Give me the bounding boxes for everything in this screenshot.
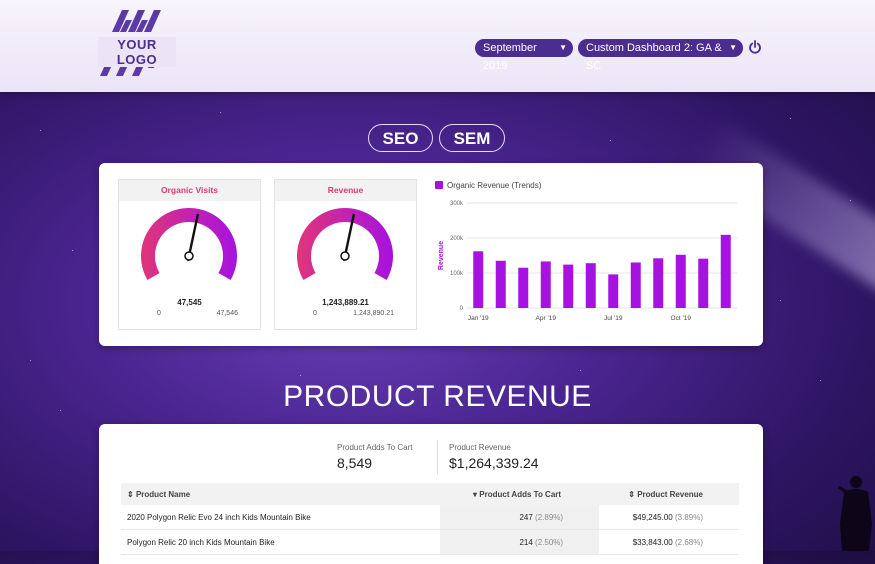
gauge-value: 1,243,889.21 (322, 298, 369, 307)
table-header-row: ⇕ Product Name ▾ Product Adds To Cart ⇕ … (121, 483, 739, 505)
top-header: YOUR LOGO September 2019 ▼ Custom Dashbo… (0, 0, 875, 92)
cell-percent: (3.89%) (674, 512, 703, 522)
column-header-product-name[interactable]: ⇕ Product Name (121, 483, 440, 505)
sort-icon: ⇕ (127, 489, 134, 499)
revenue-cell: $49,245.00 (3.89%) (599, 505, 739, 530)
organic-revenue-chart: 0 100k 200k 300k Revenue Jan '19 Apr '19 Jul '1… (438, 201, 737, 322)
kpi-label: Product Adds To Cart (337, 443, 413, 452)
revenue-gauge: Revenue 1,243,889.21 0 1,243,890.21 (274, 179, 417, 330)
gauge-max-label: 47,546 (216, 310, 238, 317)
kpi-value: $1,264,339.24 (449, 455, 539, 471)
power-icon[interactable] (748, 40, 762, 54)
sort-desc-icon: ▾ (473, 489, 478, 499)
gauge-arc (141, 208, 237, 280)
column-header-adds-to-cart[interactable]: ▾ Product Adds To Cart (440, 483, 600, 505)
product-revenue-card: Product Adds To Cart 8,549 Product Reven… (99, 424, 763, 564)
bar[interactable] (473, 251, 484, 308)
tab-sem[interactable]: SEM (439, 124, 505, 152)
seo-metrics-card: Organic Visits 47,545 0 47,546 Revenue 1… (99, 163, 763, 346)
date-range-label: September 2019 (483, 42, 537, 72)
y-tick-label: 100k (450, 271, 464, 277)
gauge-hub (184, 251, 194, 261)
chevron-down-icon: ▼ (559, 43, 567, 52)
column-label: Product Adds To Cart (479, 489, 562, 499)
organic-visits-gauge: Organic Visits 47,545 0 47,546 (118, 179, 261, 330)
column-header-product-revenue[interactable]: ⇕ Product Revenue (599, 483, 739, 505)
gauge-min-label: 0 (313, 310, 317, 317)
bar[interactable] (653, 258, 664, 308)
cell-value: 247 (519, 512, 533, 522)
column-label: Product Revenue (637, 489, 703, 499)
gauge-arc (297, 208, 393, 280)
cell-value: $49,245.00 (632, 512, 673, 522)
section-title: PRODUCT REVENUE (283, 380, 592, 413)
cell-value: $33,843.00 (632, 537, 673, 547)
bar[interactable] (630, 262, 641, 309)
gauge-value: 47,545 (177, 298, 202, 307)
tab-seo[interactable]: SEO (368, 124, 433, 152)
x-tick-label: Apr '19 (536, 315, 557, 322)
y-axis-label: Revenue (438, 241, 445, 270)
x-tick-label: Oct '19 (671, 315, 692, 322)
bar[interactable] (518, 267, 529, 308)
gauge-title: Organic Visits (119, 180, 260, 201)
table-row[interactable]: 2020 Polygon Relic Evo 24 inch Kids Moun… (121, 505, 739, 530)
chevron-down-icon: ▼ (729, 43, 737, 52)
bar[interactable] (720, 234, 731, 308)
gauge-dial (141, 208, 237, 280)
cell-percent: (2.50%) (535, 537, 564, 547)
date-range-dropdown[interactable]: September 2019 ▼ (475, 39, 573, 72)
bar[interactable] (495, 260, 506, 308)
bar[interactable] (698, 258, 709, 308)
bar[interactable] (608, 274, 619, 308)
kpi-divider (437, 440, 438, 474)
person-silhouette (838, 476, 872, 551)
logo-text: YOUR LOGO (98, 37, 176, 67)
gauge-title: Revenue (275, 180, 416, 201)
gauge-min-label: 0 (157, 310, 161, 317)
dashboard-label: Custom Dashboard 2: GA & SC (586, 42, 722, 72)
legend-swatch (435, 181, 443, 189)
logo[interactable]: YOUR LOGO (98, 10, 176, 80)
kpi-label: Product Revenue (449, 443, 511, 452)
bar[interactable] (540, 261, 551, 308)
dashboard-dropdown[interactable]: Custom Dashboard 2: GA & SC ▼ (578, 39, 743, 72)
cell-percent: (2.68%) (674, 537, 703, 547)
product-table: ⇕ Product Name ▾ Product Adds To Cart ⇕ … (121, 483, 739, 555)
cell-value: 214 (519, 537, 533, 547)
chart-legend: Organic Revenue (Trends) (435, 181, 541, 190)
gauge-hub (340, 251, 350, 261)
y-tick-label: 300k (450, 201, 464, 207)
bar[interactable] (585, 263, 596, 308)
y-tick-label: 200k (450, 236, 464, 242)
bar[interactable] (563, 264, 574, 308)
gauge-dial (297, 208, 393, 280)
x-tick-label: Jan '19 (468, 315, 489, 322)
gauge-max-label: 1,243,890.21 (353, 310, 394, 317)
cell-percent: (2.89%) (535, 512, 564, 522)
legend-label: Organic Revenue (Trends) (447, 181, 542, 190)
adds-to-cart-cell: 247 (2.89%) (440, 505, 600, 530)
bar[interactable] (675, 254, 686, 308)
y-tick-label: 0 (460, 306, 464, 312)
column-label: Product Name (135, 489, 191, 499)
kpi-value: 8,549 (337, 455, 373, 471)
sort-icon: ⇕ (628, 489, 635, 499)
x-tick-label: Jul '19 (604, 315, 623, 322)
product-name-cell: 2020 Polygon Relic Evo 24 inch Kids Moun… (121, 505, 440, 530)
